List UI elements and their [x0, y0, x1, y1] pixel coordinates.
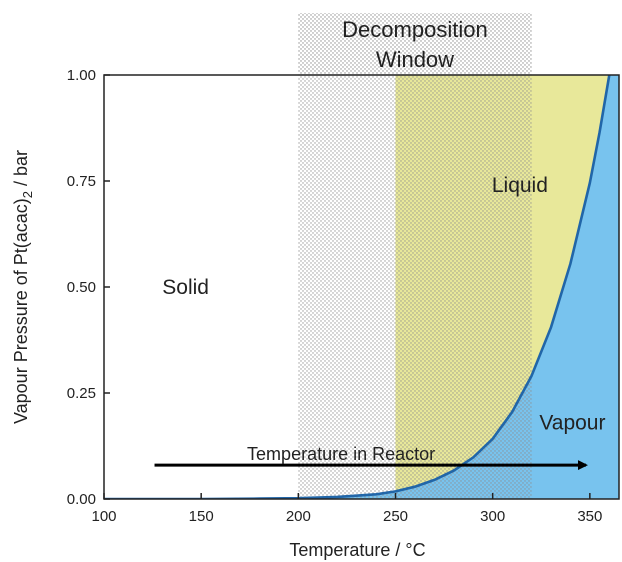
x-tick-label: 300	[480, 508, 505, 525]
y-tick-label: 0.75	[67, 173, 96, 190]
y-axis-title-unit: / bar	[11, 150, 31, 191]
y-tick-label: 0.25	[67, 385, 96, 402]
y-axis-title-subscript: 2	[20, 191, 35, 198]
y-axis-ticks: 0.00 0.25 0.50 0.75 1.00	[67, 67, 110, 508]
x-tick-label: 350	[577, 508, 602, 525]
decomposition-window-region	[298, 13, 532, 75]
x-axis-ticks: 100 150 200 250 300 350	[91, 493, 602, 525]
decomposition-window-label-line2: Window	[376, 47, 454, 72]
x-tick-label: 100	[91, 508, 116, 525]
decomposition-window-label-line1: Decomposition	[342, 17, 488, 42]
y-axis-title: Vapour Pressure of Pt(acac)2 / bar	[11, 150, 35, 424]
y-axis-title-main: Vapour Pressure of Pt(acac)	[11, 198, 31, 424]
temperature-in-reactor-label: Temperature in Reactor	[247, 444, 435, 464]
x-tick-label: 150	[189, 508, 214, 525]
y-tick-label: 1.00	[67, 67, 96, 84]
decomposition-window-overlay	[298, 75, 532, 499]
solid-label: Solid	[162, 276, 209, 299]
x-tick-label: 250	[383, 508, 408, 525]
y-tick-label: 0.00	[67, 491, 96, 508]
vapour-region	[104, 75, 619, 499]
y-tick-label: 0.50	[67, 279, 96, 296]
x-axis-title: Temperature / °C	[289, 540, 425, 560]
vapour-label: Vapour	[539, 412, 605, 435]
x-tick-label: 200	[286, 508, 311, 525]
liquid-label: Liquid	[492, 174, 548, 197]
